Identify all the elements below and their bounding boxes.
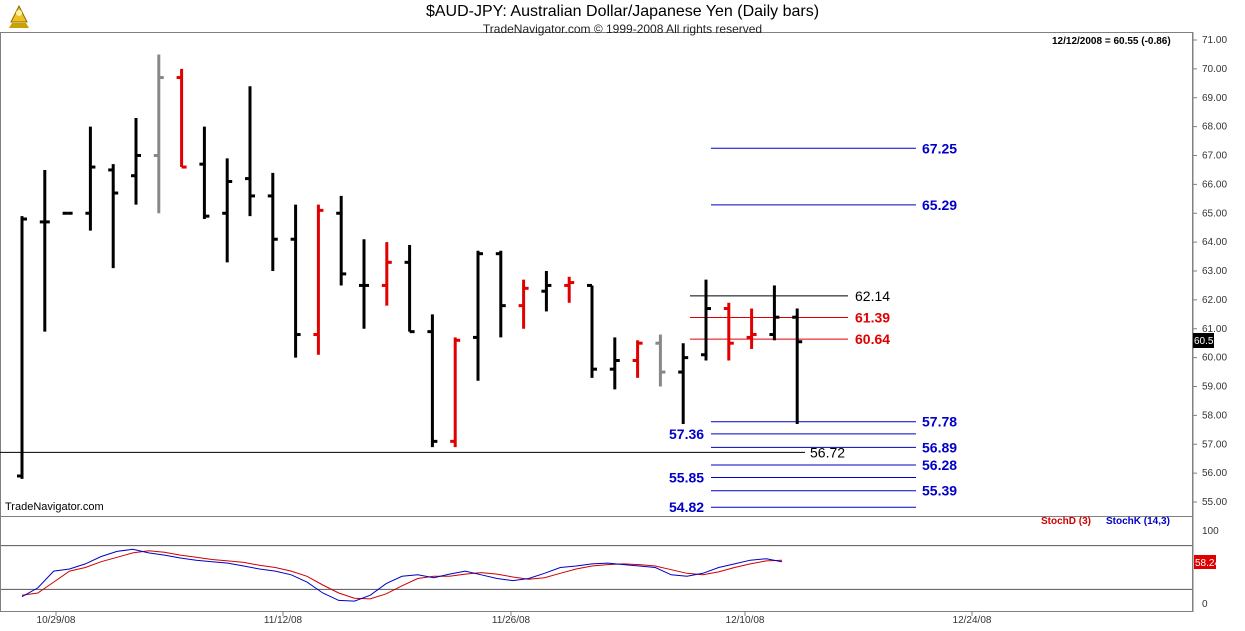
- price-tick-label: 59.00: [1202, 382, 1227, 393]
- price-tag-box: [1193, 333, 1214, 348]
- price-tick-label: 70.00: [1202, 64, 1227, 75]
- price-panel-frame: [0, 32, 1193, 517]
- ohlc-bar: [153, 54, 164, 214]
- ohlc-bar: [678, 343, 689, 425]
- chart-title: $AUD-JPY: Australian Dollar/Japanese Yen…: [425, 3, 820, 20]
- stochastic-lines: 100 0: [1, 526, 1219, 610]
- level-label: 55.85: [669, 469, 704, 485]
- stoch-tick-label: 0: [1202, 599, 1208, 610]
- level-label: 54.82: [669, 499, 704, 515]
- level-label: 56.28: [922, 457, 957, 473]
- stoch-tag-box: [1194, 555, 1216, 569]
- ohlc-bar: [359, 239, 369, 329]
- chart-subtitle: TradeNavigator.com © 1999-2008 All right…: [482, 22, 763, 36]
- level-label: 67.25: [922, 140, 957, 156]
- date-tick-label: 10/29/08: [37, 615, 76, 626]
- price-tick-label: 55.00: [1202, 497, 1227, 508]
- price-tick-label: 69.00: [1202, 93, 1227, 104]
- date-tick-label: 12/24/08: [953, 615, 992, 626]
- ohlc-bar: [587, 283, 597, 378]
- date-tick-label: 11/12/08: [264, 615, 303, 626]
- ohlc-bar: [131, 117, 141, 205]
- date-axis: 10/29/08 11/12/08 11/26/08 12/10/08 12/24/08: [37, 612, 992, 626]
- price-tick-label: 57.00: [1202, 439, 1227, 450]
- watermark: TradeNavigator.com: [5, 501, 104, 513]
- ohlc-bar: [108, 164, 119, 269]
- price-tick-label: 66.00: [1202, 179, 1227, 190]
- ohlc-bar: [473, 250, 483, 381]
- price-tick-label: 63.00: [1202, 266, 1227, 277]
- price-tick-label: 56.00: [1202, 468, 1227, 479]
- ohlc-bars: [17, 54, 803, 479]
- ohlc-bar: [222, 158, 233, 263]
- price-tick-label: 58.00: [1202, 410, 1227, 421]
- ohlc-bar: [701, 279, 711, 361]
- ohlc-bar: [655, 334, 666, 387]
- level-label: 56.72: [810, 444, 845, 460]
- ohlc-bar: [723, 302, 734, 361]
- stoch-d-line: [21, 550, 783, 600]
- ohlc-bar: [199, 126, 210, 220]
- date-tick-label: 12/10/08: [726, 615, 765, 626]
- ohlc-bar: [495, 250, 506, 338]
- stoch-tick-label: 100: [1202, 526, 1219, 537]
- ohlc-bar: [769, 285, 780, 341]
- date-tick-label: 11/26/08: [492, 615, 531, 626]
- stoch-d-label: StochD (3): [1041, 516, 1091, 527]
- price-tick-label: 71.00: [1202, 35, 1227, 46]
- ohlc-bar: [609, 337, 620, 390]
- tradenavigator-logo-icon: [9, 4, 29, 28]
- ohlc-bar: [336, 195, 347, 286]
- price-axis: 71.00 70.00 69.00 68.00 67.00 66.00 65.00 64.00…: [1193, 35, 1227, 508]
- level-label: 60.64: [855, 331, 890, 347]
- last-bar-readout: 12/12/2008 = 60.55 (-0.86): [1052, 36, 1171, 47]
- ohlc-bar: [518, 279, 529, 329]
- ohlc-bar: [427, 314, 438, 448]
- level-label: 65.29: [922, 197, 957, 213]
- ohlc-bar: [17, 216, 27, 479]
- level-label: 62.14: [855, 288, 890, 304]
- ohlc-bar: [746, 308, 757, 349]
- ohlc-bar: [564, 276, 575, 303]
- price-tag: 60.55: [1194, 336, 1219, 347]
- price-tick-label: 68.00: [1202, 122, 1227, 133]
- stoch-k-label: StochK (14,3): [1106, 516, 1170, 527]
- price-tick-label: 65.00: [1202, 208, 1227, 219]
- price-levels: 67.25 65.29 62.14 61.39 60.64 57.78 57.36 56.89…: [0, 140, 957, 515]
- ohlc-bar: [632, 340, 643, 378]
- ohlc-bar: [267, 172, 278, 271]
- ohlc-bar: [290, 204, 301, 358]
- price-tick-label: 62.00: [1202, 295, 1227, 306]
- level-label: 61.39: [855, 309, 890, 325]
- ohlc-bar: [39, 169, 50, 332]
- stoch-tag: 58.24: [1195, 558, 1220, 569]
- ohlc-bar: [176, 68, 187, 169]
- ohlc-bar: [450, 337, 461, 448]
- level-label: 57.36: [669, 426, 704, 442]
- price-tick-label: 61.00: [1202, 324, 1227, 335]
- ohlc-bar: [792, 308, 803, 425]
- price-tick-label: 64.00: [1202, 237, 1227, 248]
- ohlc-bar: [381, 242, 392, 306]
- ohlc-bar: [245, 86, 255, 217]
- price-tick-label: 67.00: [1202, 151, 1227, 162]
- ohlc-bar: [85, 126, 96, 231]
- stoch-k-line: [21, 548, 783, 602]
- level-label: 55.39: [922, 483, 957, 499]
- level-label: 57.78: [922, 414, 957, 430]
- ohlc-bar: [404, 245, 415, 334]
- ohlc-bar: [541, 271, 552, 312]
- price-tick-label: 60.00: [1202, 353, 1227, 364]
- level-label: 56.89: [922, 439, 957, 455]
- ohlc-bar: [313, 204, 324, 355]
